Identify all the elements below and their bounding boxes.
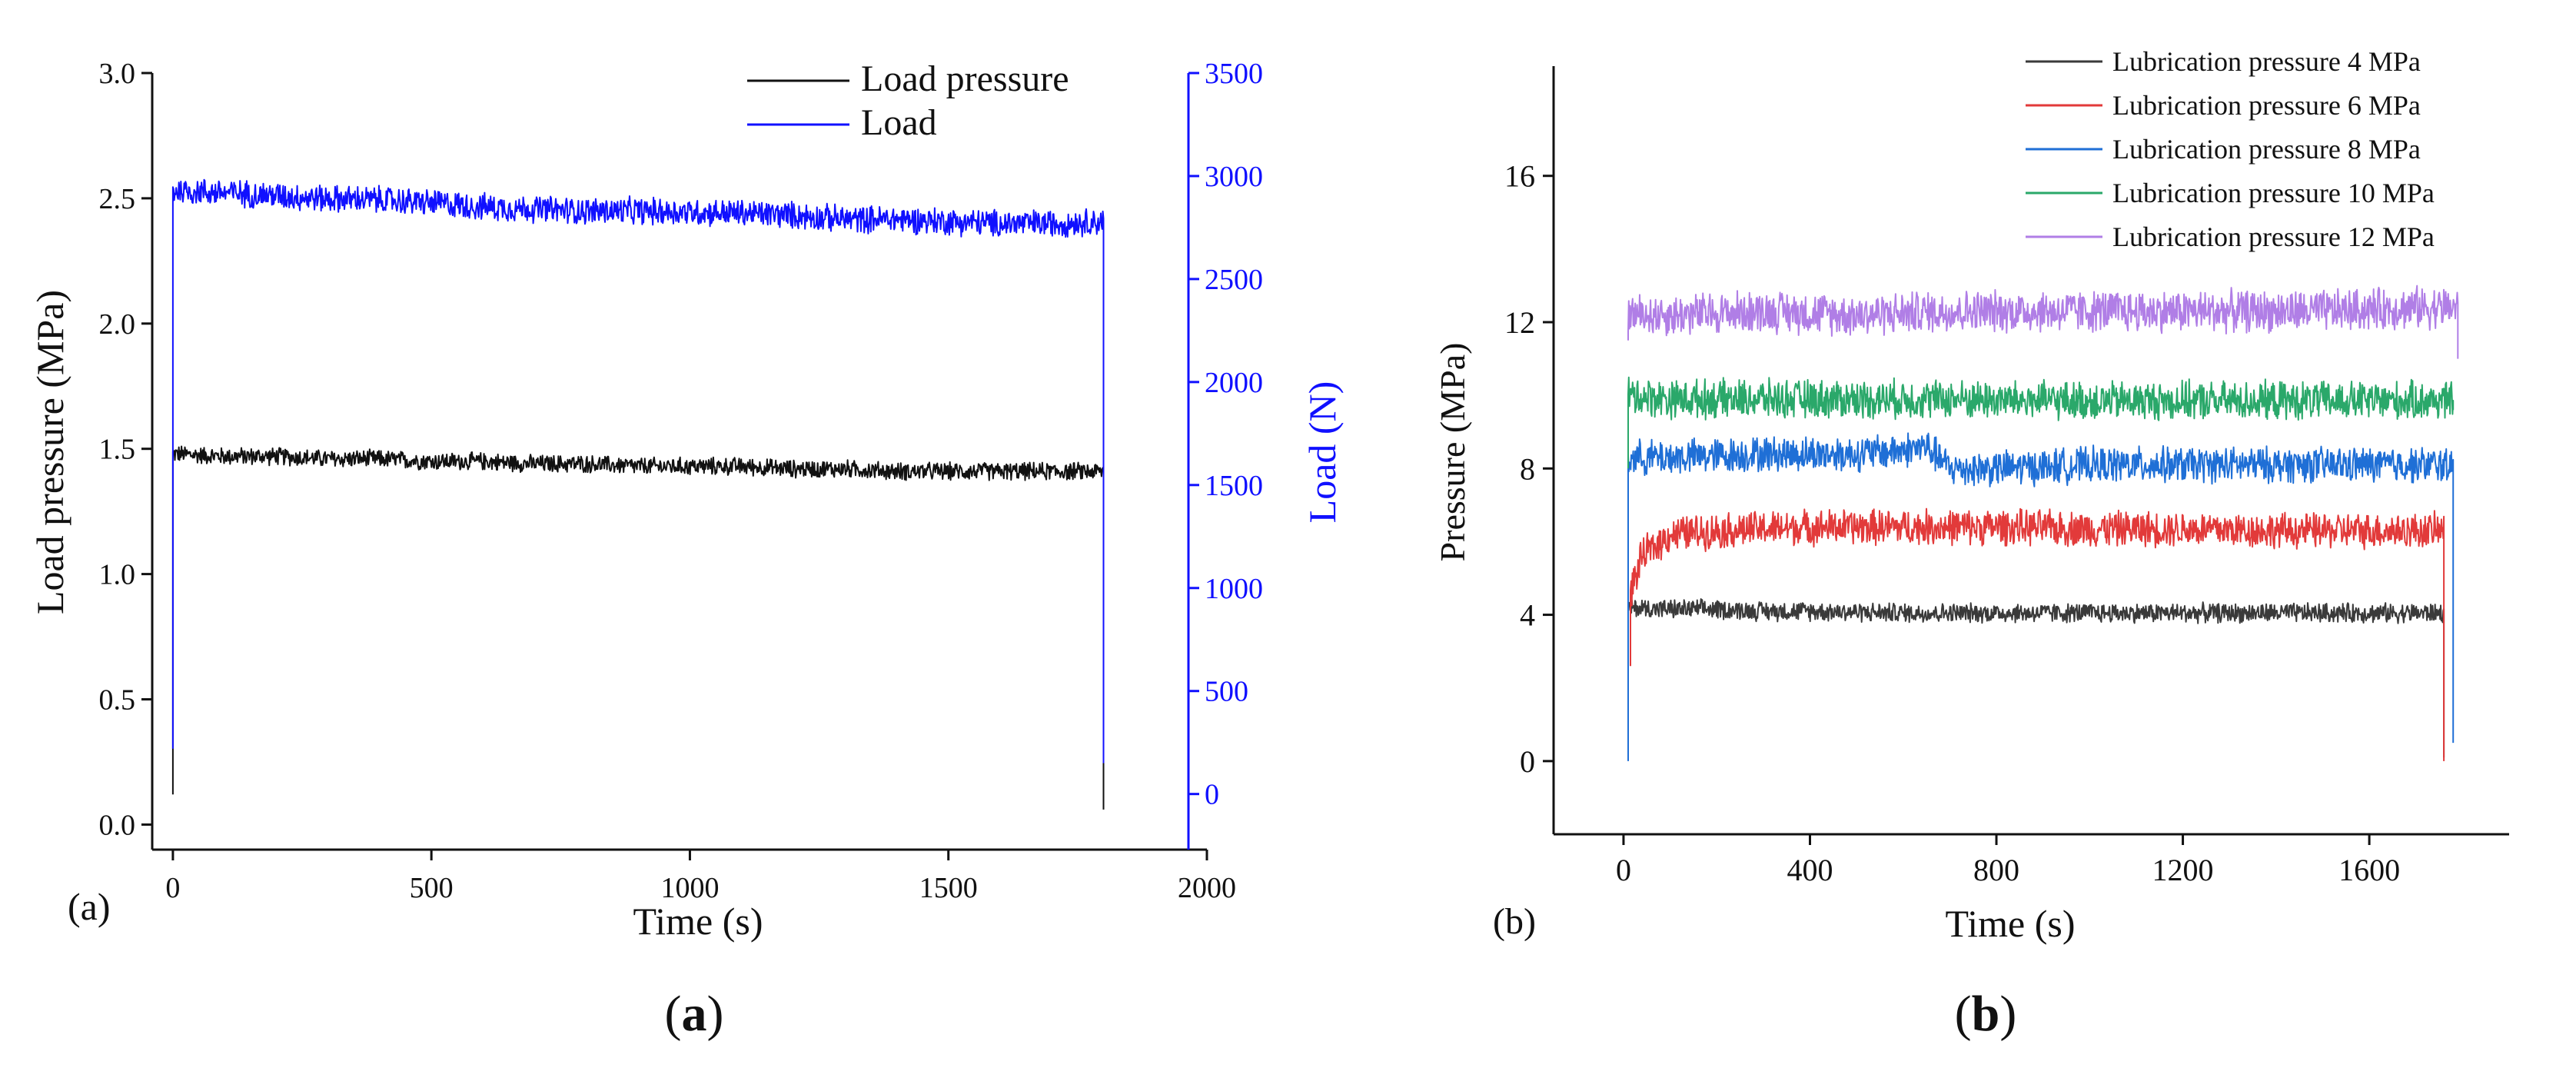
panel-a-y-tick-label: 0.0	[99, 809, 136, 841]
panel-a-y2-tick-label: 0	[1205, 779, 1219, 811]
caption-b: (b)	[1955, 986, 2017, 1042]
panel-b-legend: Lubrication pressure 4 MPa Lubrication pr…	[2026, 46, 2435, 252]
panel-a-y2label: Load (N)	[1301, 381, 1344, 524]
panel-b-x-tick-label: 0	[1616, 853, 1631, 887]
panel-a-ylabel: Load pressure (MPa)	[28, 290, 71, 614]
panel-a-y-tick-label: 1.0	[99, 559, 136, 591]
legend-label: Lubrication pressure 12 MPa	[2112, 221, 2435, 252]
panel-a-y2-tick-label: 2000	[1205, 367, 1263, 399]
panel-b-y-tick-label: 16	[1504, 159, 1535, 194]
panel-a-y2-tick-label: 1000	[1205, 573, 1263, 605]
panel-a-xlabel: Time (s)	[633, 900, 763, 943]
panel-b-x-tick-label: 1200	[2152, 853, 2214, 887]
legend-label: Lubrication pressure 4 MPa	[2112, 46, 2421, 77]
series-line-lubrication-pressure-6-mpa	[1630, 507, 2445, 761]
panel-b-xlabel: Time (s)	[1945, 902, 2075, 945]
panel-a-y-tick-label: 2.0	[99, 308, 136, 341]
panel-a-y2-tick-label: 3000	[1205, 161, 1263, 193]
panel-a-y2-tick-label: 500	[1205, 676, 1248, 708]
panel-b-ylabel: Pressure (MPa)	[1433, 343, 1472, 562]
legend-label: Lubrication pressure 6 MPa	[2112, 90, 2421, 121]
panel-a-x-tick-label: 2000	[1178, 872, 1236, 904]
panel-b-x-tick-label: 800	[1973, 853, 2019, 887]
panel-a-y-tick-label: 1.5	[99, 434, 136, 466]
panel-b-y-tick-label: 0	[1520, 744, 1535, 779]
panel-a-inner-label: (a)	[68, 885, 111, 928]
legend-label: Lubrication pressure 10 MPa	[2112, 178, 2435, 208]
panel-a-y2-tick-label: 1500	[1205, 470, 1263, 502]
panel-b-y-tick-label: 8	[1520, 451, 1535, 486]
panel-b-y-tick-label: 12	[1504, 305, 1535, 340]
panel-a-x-tick-label: 0	[165, 872, 180, 904]
panel-b-x-tick-label: 400	[1787, 853, 1833, 887]
series-line-lubrication-pressure-12-mpa	[1627, 284, 2459, 359]
panel-a-y2-tick-label: 3500	[1205, 58, 1263, 90]
legend-label: Load	[861, 102, 937, 143]
panel-b-y-tick-label: 4	[1520, 598, 1535, 633]
series-line-lubrication-pressure-10-mpa	[1627, 376, 2455, 469]
series-line-load	[171, 178, 1105, 764]
panel-a-x-tick-label: 1500	[919, 872, 978, 904]
panel-b-x-tick-label: 1600	[2338, 853, 2400, 887]
panel-b-chart: 0 400 800 1200 1600 0 4 8 12 16 Lubrication press…	[1433, 46, 2509, 945]
caption-a: (a)	[665, 986, 724, 1042]
panel-a-x-tick-label: 500	[410, 872, 454, 904]
panel-a-y-tick-label: 3.0	[99, 58, 136, 90]
panel-b-inner-label: (b)	[1493, 901, 1536, 942]
series-line-load-pressure	[171, 445, 1105, 810]
panel-a-x-tick-label: 1000	[660, 872, 719, 904]
panel-a-y2-tick-label: 2500	[1205, 264, 1263, 296]
legend-label: Lubrication pressure 8 MPa	[2112, 134, 2421, 165]
panel-a-chart: 0 500 1000 1500 2000 0.0 0.5 1.0 1.5 2.0 2.5 3.0 0 50…	[28, 58, 1344, 943]
panel-a-y-tick-label: 0.5	[99, 684, 136, 717]
legend-label: Load pressure	[861, 58, 1069, 99]
series-line-lubrication-pressure-4-mpa	[1627, 598, 2445, 758]
panel-a-y-tick-label: 2.5	[99, 183, 136, 215]
series-line-lubrication-pressure-8-mpa	[1627, 432, 2455, 761]
